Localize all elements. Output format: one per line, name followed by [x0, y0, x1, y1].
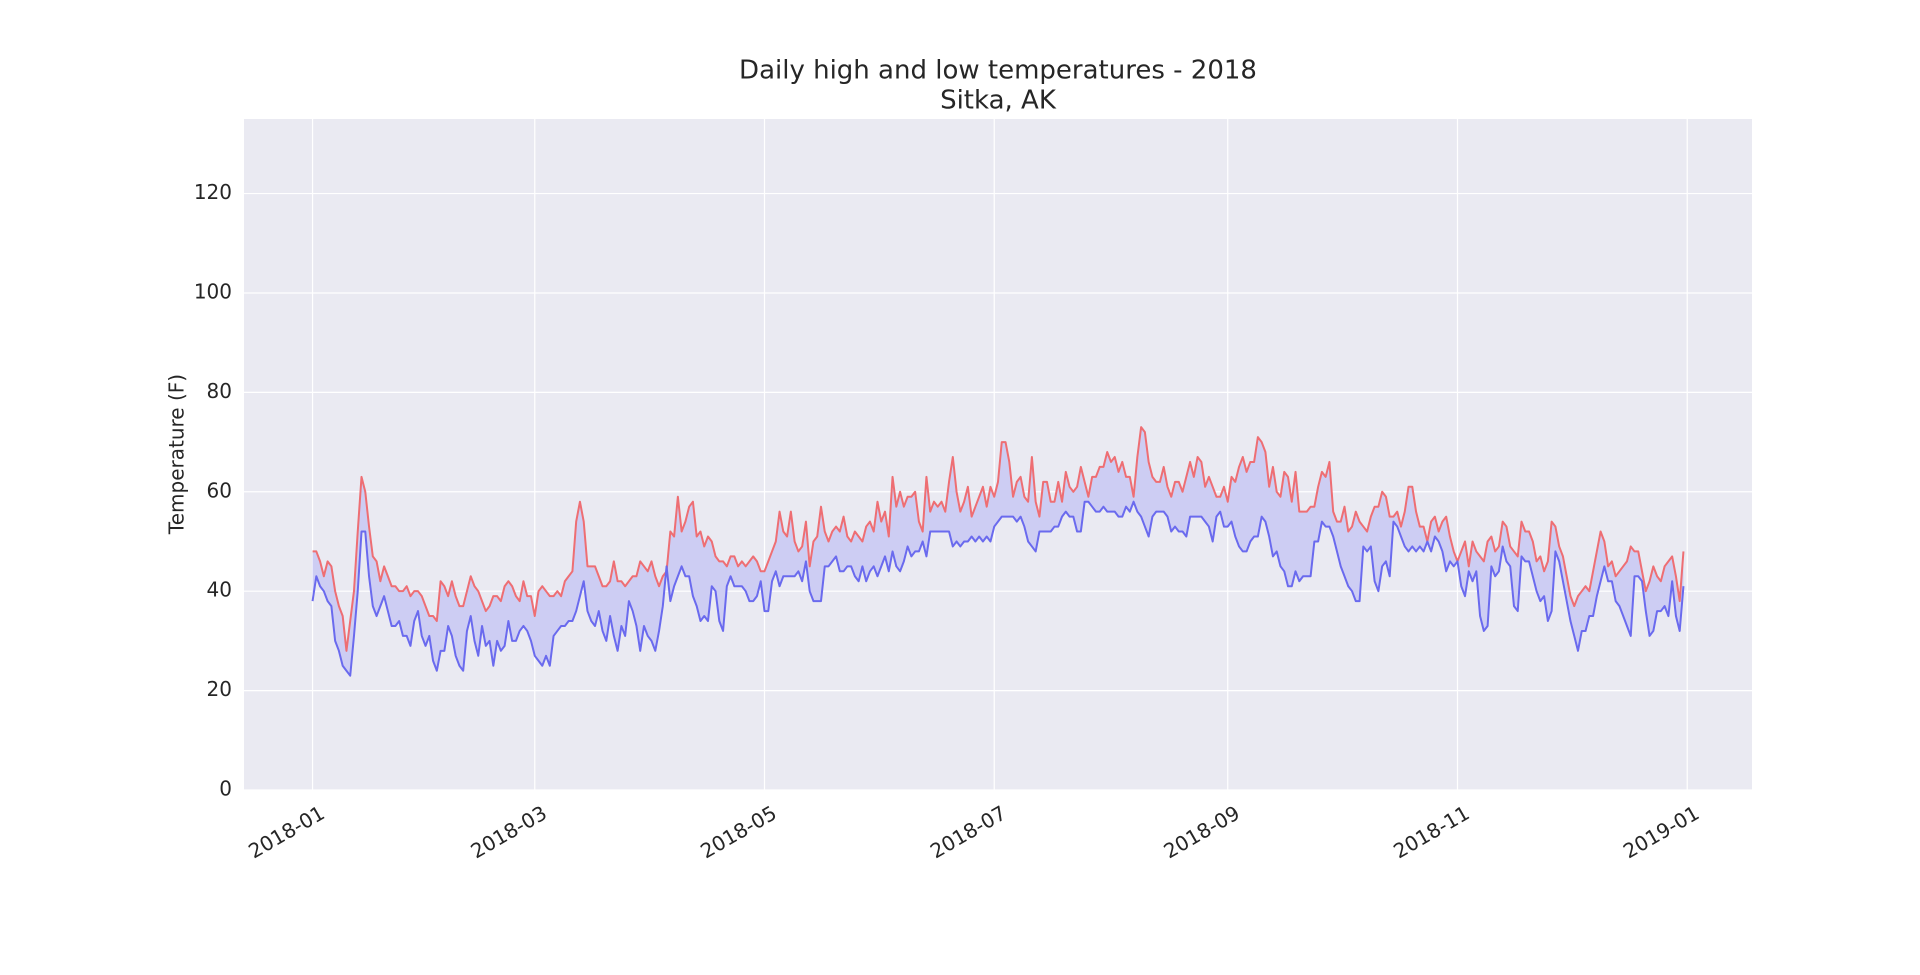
line-series [312, 426, 1685, 652]
x-tick-label: 2018-01 [244, 801, 328, 864]
fill-between [312, 427, 1684, 676]
x-tick-label: 2019-01 [1619, 801, 1703, 864]
chart-title: Daily high and low temperatures - 2018 [739, 56, 1257, 86]
x-tick-label: 2018-05 [696, 801, 780, 864]
y-tick-label: 100 [194, 279, 232, 303]
y-tick-label: 80 [207, 379, 232, 403]
y-tick-label: 120 [194, 180, 232, 204]
marks [311, 426, 1685, 677]
x-tick-label: 2018-09 [1159, 801, 1243, 864]
y-tick-label: 0 [219, 777, 232, 801]
x-tick-label: 2018-07 [926, 801, 1010, 864]
y-tick-label: 20 [207, 677, 232, 701]
x-tick-label: 2018-03 [466, 801, 550, 864]
grid [244, 119, 1752, 791]
line-series [311, 500, 1685, 677]
y-tick-label: 40 [207, 578, 232, 602]
plot-area [244, 119, 1752, 790]
x-tick-label: 2018-11 [1389, 801, 1473, 864]
y-tick-label: 60 [207, 478, 232, 502]
y-axis-label: Temperature (F) [165, 374, 189, 535]
chart-subtitle: Sitka, AK [940, 86, 1057, 116]
